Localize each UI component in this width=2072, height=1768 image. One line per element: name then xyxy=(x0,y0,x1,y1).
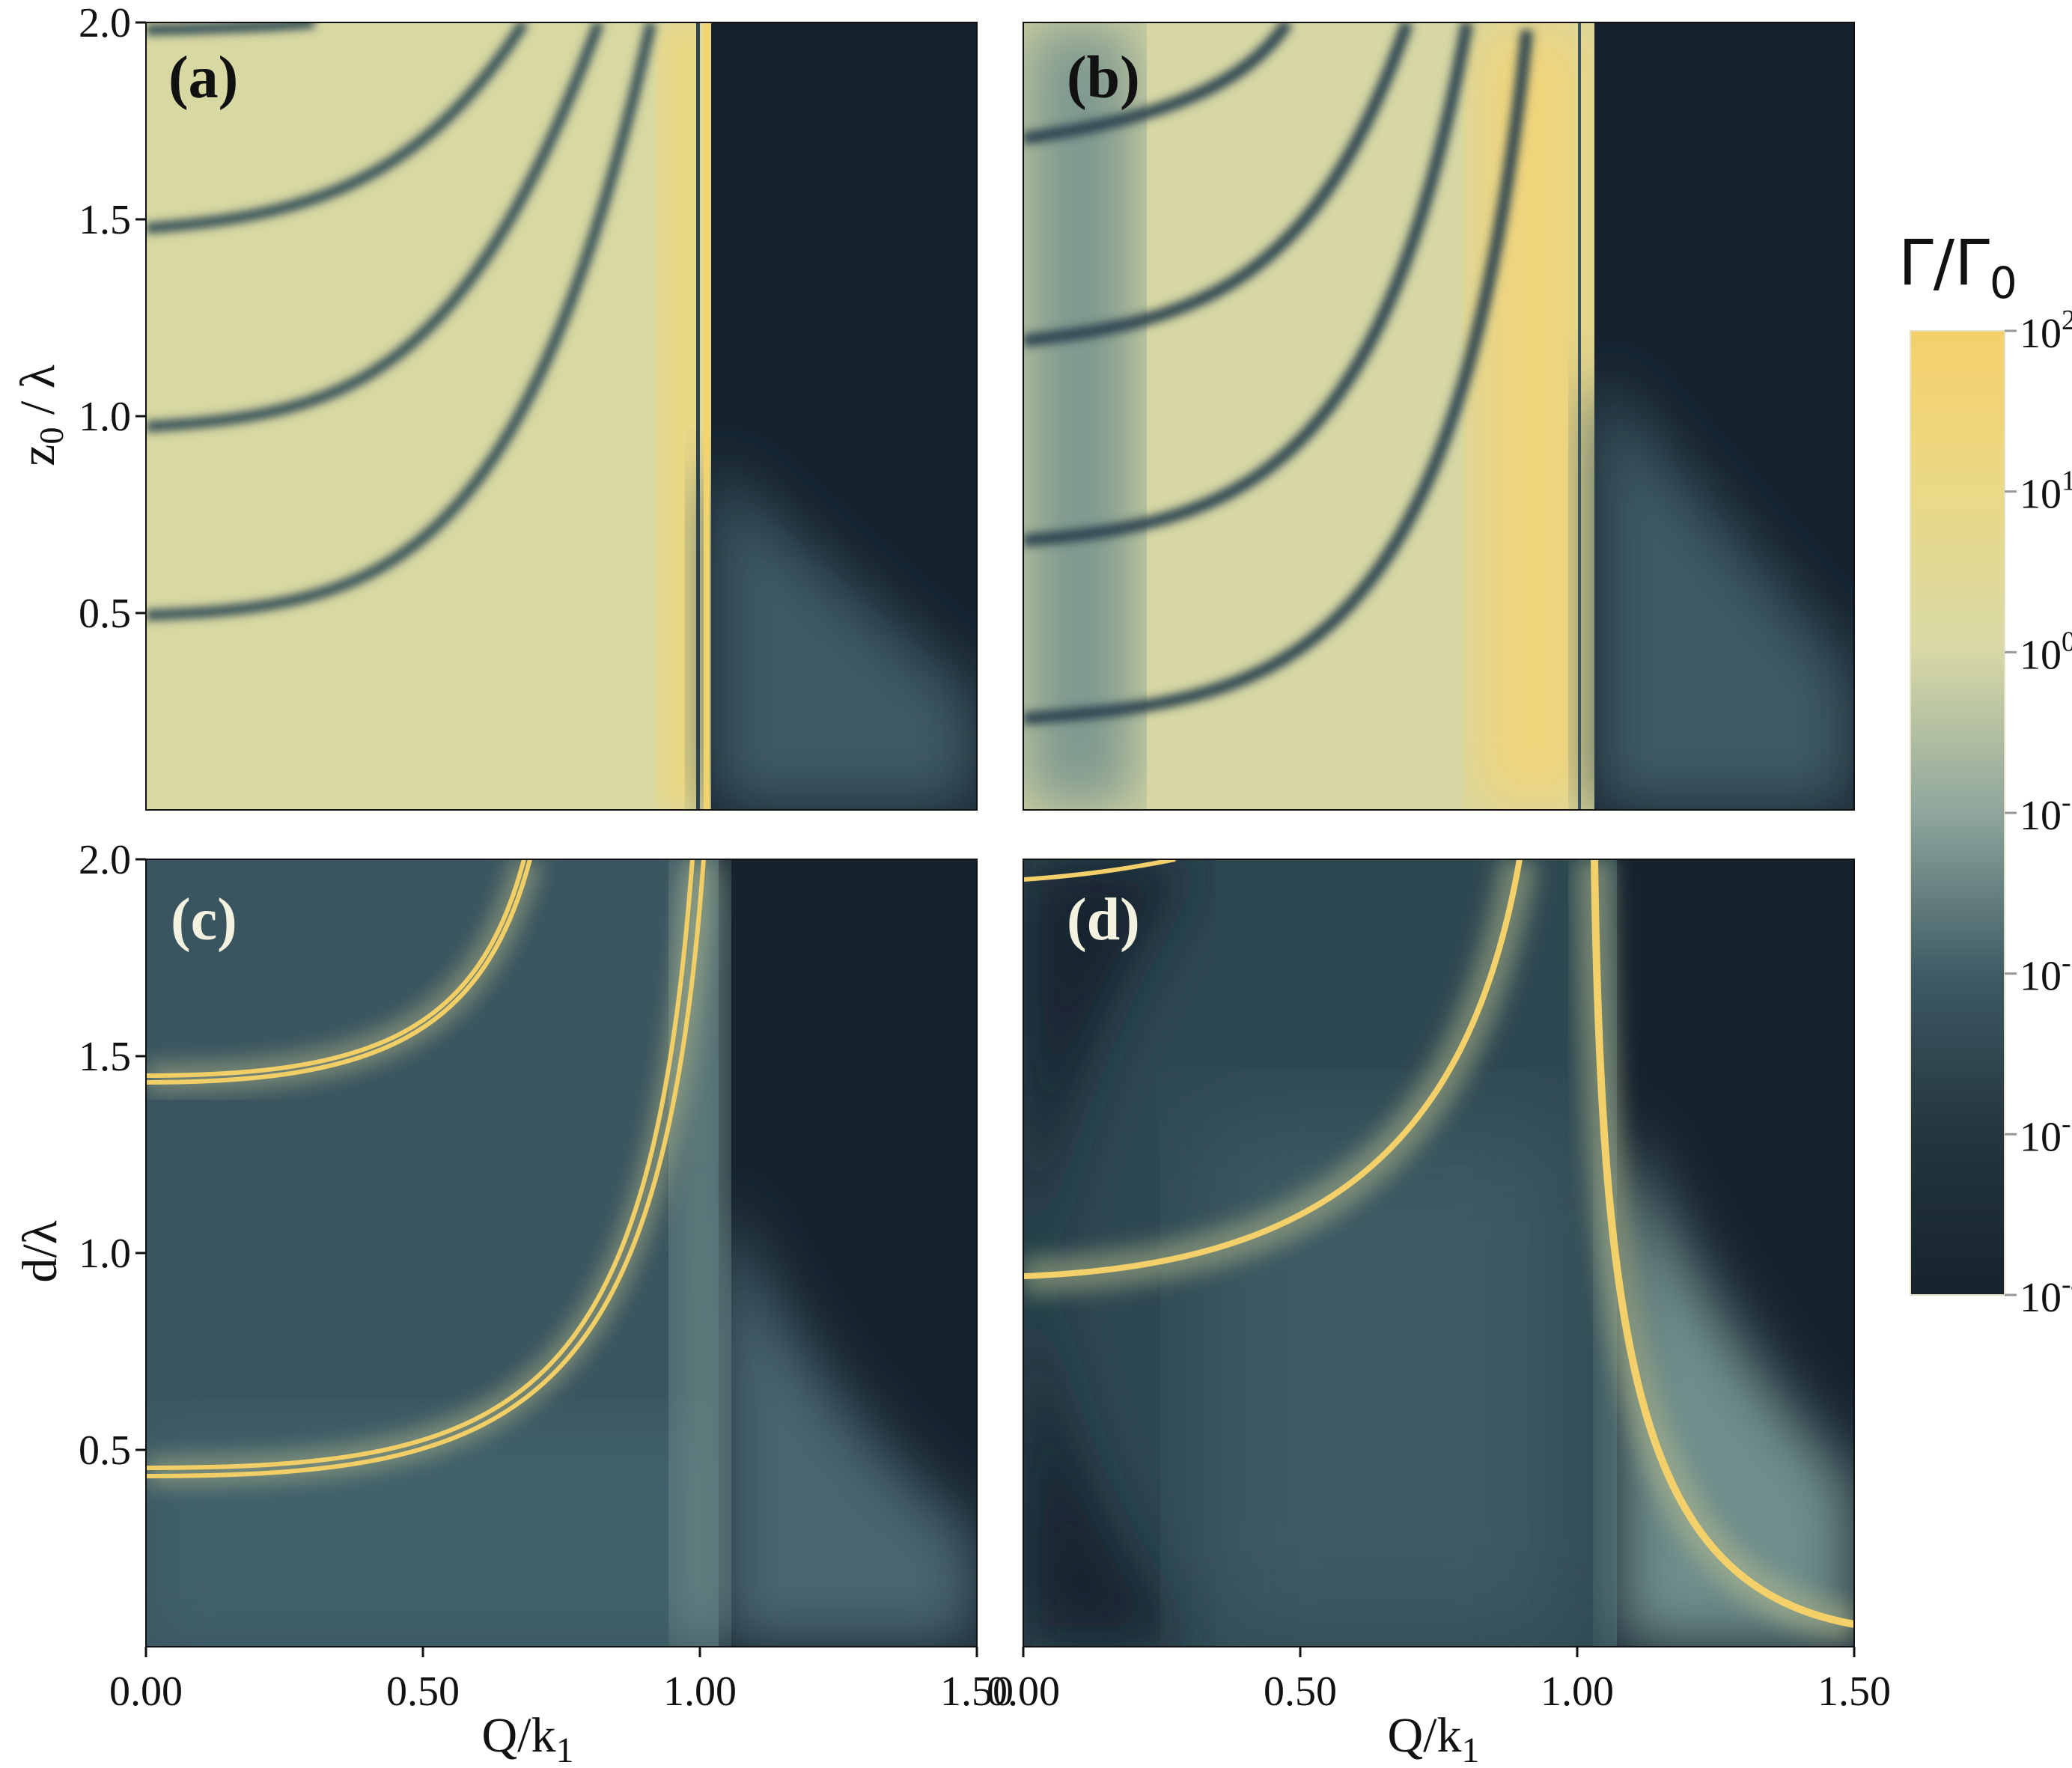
panel-b-left-shade xyxy=(1023,22,1136,810)
x-tick-label: 0.50 xyxy=(386,1668,460,1715)
panel-a-minima-curves xyxy=(146,22,656,621)
panel-a-minimum-curve xyxy=(146,22,656,621)
x-tick-label: 1.50 xyxy=(1817,1668,1891,1715)
panel-d-resonance-curve xyxy=(1023,859,1523,1279)
panel-b-singular-line xyxy=(1578,22,1581,810)
colorbar-tick-label: 10-3 xyxy=(2020,1108,2072,1160)
panel-b-minimum-curve xyxy=(1023,22,1473,546)
axes: 0.5 1.0 1.5 2.0 0.5 1.0 1.5 2.0 0.00 0.50 1.00 1.50… xyxy=(79,0,1891,1715)
panel-d xyxy=(1023,859,1854,1647)
x-tick-label: 1.00 xyxy=(663,1668,737,1715)
panel-b-minimum-curve xyxy=(1023,22,1413,347)
panel-a-label: (a) xyxy=(168,45,238,111)
panel-d-mid-shade xyxy=(1198,1123,1572,1647)
x-axis-title-left: Q/k1 xyxy=(482,1708,574,1768)
panel-a-bright-band xyxy=(659,22,711,810)
x-tick-label: 1.00 xyxy=(1541,1668,1614,1715)
panel-d-left-dark-wedge xyxy=(1023,859,1198,1647)
y-tick-label: 1.0 xyxy=(79,394,131,440)
y-tick-label: 1.5 xyxy=(79,1034,131,1080)
panel-c-resonance-glow xyxy=(146,859,715,1486)
panel-a-singular-line xyxy=(696,22,700,810)
y-tick-label: 0.5 xyxy=(79,591,131,637)
panel-c-resonance-curve xyxy=(146,859,526,1078)
colorbar-tick-label: 100 xyxy=(2020,626,2072,678)
x-tick-label: 0.00 xyxy=(987,1668,1060,1715)
panel-c-resonance-curve xyxy=(146,859,706,1478)
panel-b-minima-curves xyxy=(1023,22,1533,725)
colorbar-title: Γ/Γ0 xyxy=(1898,226,2017,308)
panel-b-frame xyxy=(1023,22,1855,811)
y-axis-title-bottom: d/λ xyxy=(13,1220,67,1282)
panel-c-resonance-curves xyxy=(146,859,715,1486)
y-tick-label: 0.5 xyxy=(79,1427,131,1474)
panel-b-minimum-curve xyxy=(1023,22,1293,144)
x-tick-label: 1.50 xyxy=(940,1668,1014,1715)
panel-a-singular-glow xyxy=(704,22,710,810)
colorbar-tick-label: 10-2 xyxy=(2020,948,2072,1000)
colorbar-tick-label: 102 xyxy=(2020,305,2072,357)
panel-d-resonance-curves xyxy=(1023,859,1854,1643)
y-tick-label: 2.0 xyxy=(79,0,131,46)
panel-c-resonance-curve xyxy=(146,859,532,1085)
colorbar-tick-label: 101 xyxy=(2020,466,2072,518)
panel-d-frame xyxy=(1023,859,1855,1647)
panel-b xyxy=(1023,22,1854,810)
panel-a-minimum-curve xyxy=(146,22,316,35)
y-tick-label: 1.0 xyxy=(79,1231,131,1277)
panel-a xyxy=(146,22,977,810)
panel-c-label: (c) xyxy=(171,887,237,953)
x-tick-label: 0.00 xyxy=(109,1668,183,1715)
panel-a-minimum-curve xyxy=(146,22,528,234)
x-tick-label: 0.50 xyxy=(1264,1668,1337,1715)
panel-c-right-gradient xyxy=(719,1198,977,1647)
panel-a-right-gradient xyxy=(711,464,977,810)
x-axis-title-right: Q/k1 xyxy=(1388,1708,1480,1768)
y-tick-label: 2.0 xyxy=(79,837,131,883)
panel-d-resonance-curve xyxy=(1023,859,1176,882)
colorbar-tick-label: 10-1 xyxy=(2020,787,2072,839)
colorbar-tick-label: 10-4 xyxy=(2020,1269,2072,1321)
y-axis-title-top: z0 / λ xyxy=(10,365,70,466)
panel-c-resonance-curve xyxy=(146,859,695,1470)
panel-b-bright-band xyxy=(1475,22,1594,810)
panel-d-resonance-curve xyxy=(1591,859,1854,1628)
colorbar-gradient xyxy=(1910,330,2005,1296)
colorbar: Γ/Γ0 102 101 100 10-1 10-2 10-3 10-4 xyxy=(1898,226,2072,1321)
panel-b-right-gradient xyxy=(1594,374,1854,810)
panel-a-minimum-curve xyxy=(146,22,604,432)
panel-b-label: (b) xyxy=(1067,45,1140,111)
panel-d-label: (d) xyxy=(1067,887,1140,953)
colorbar-ticks: 102 101 100 10-1 10-2 10-3 10-4 xyxy=(2005,305,2072,1321)
panel-c xyxy=(146,859,977,1647)
panel-b-minimum-curve xyxy=(1023,29,1533,725)
y-tick-label: 1.5 xyxy=(79,197,131,243)
